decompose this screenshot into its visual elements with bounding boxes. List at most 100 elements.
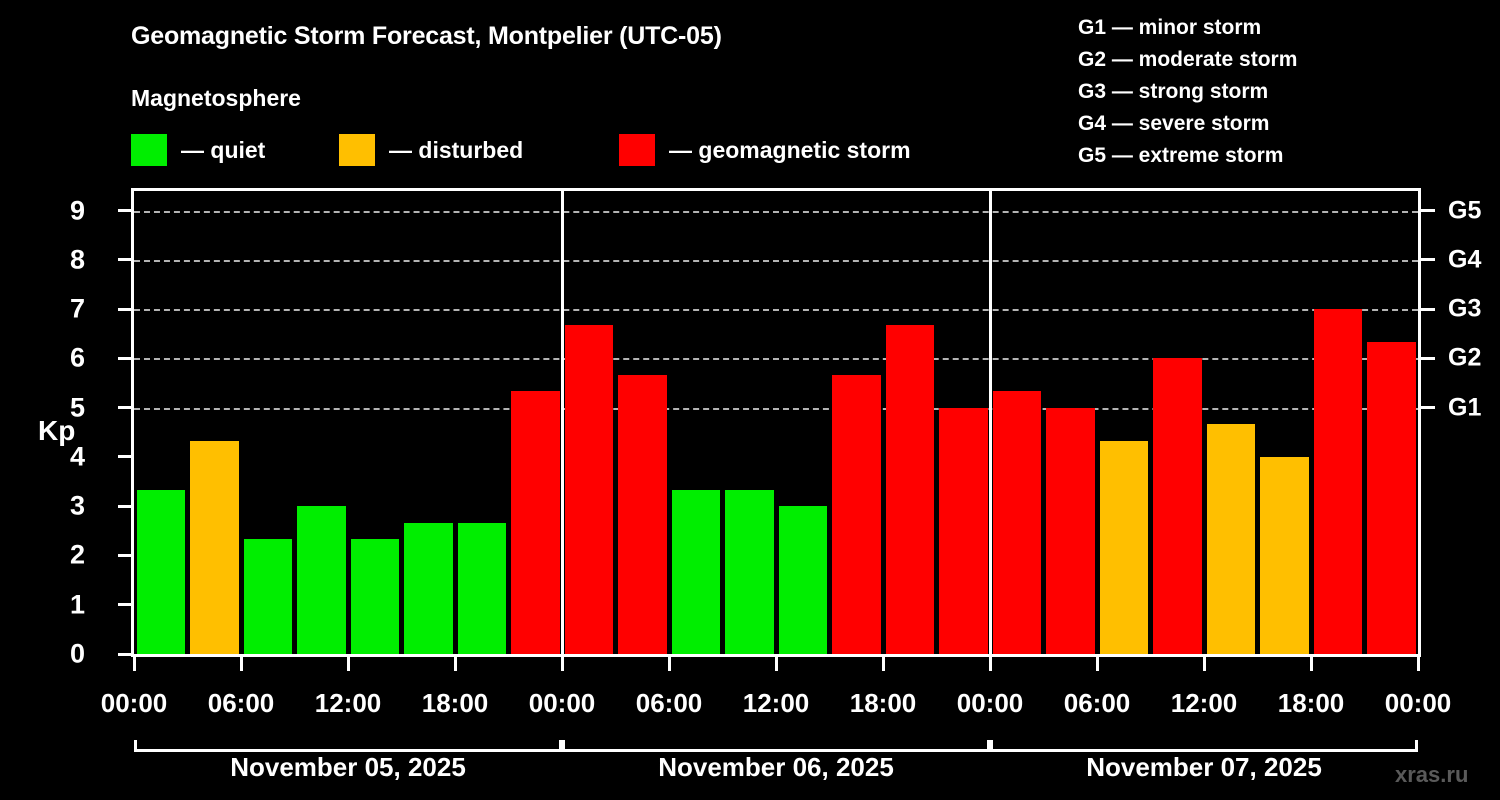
g-tick-mark-G1 [1421,406,1435,410]
g-legend-row-5: G5 — extreme storm [1078,144,1284,167]
y-axis-title: Kp [38,415,76,446]
bar [564,325,613,654]
bar [939,407,988,654]
x-tick-mark-6 [774,657,778,671]
x-tick-mark-12 [1416,657,1420,671]
g-scale-legend: G1 — minor storm G2 — moderate storm G3 — … [1078,12,1297,172]
bar [618,374,667,654]
page-title: Geomagnetic Storm Forecast, Montpelier (… [131,22,722,50]
y-tick-mark-7 [118,307,132,311]
plot-area [131,188,1421,657]
y-tick-mark-1 [118,603,132,607]
x-tick-label-6: 12:00 [742,688,810,718]
day-label-3: November 07, 2025 [1086,752,1322,782]
y-tick-label-3: 3 [69,490,85,521]
g-legend-row-3: G3 — strong storm [1078,80,1269,103]
x-tick-label-8: 00:00 [956,688,1024,718]
bar [243,539,292,654]
y-tick-label-7: 7 [69,293,85,324]
x-tick-mark-2 [346,657,350,671]
bar [511,391,560,654]
quiet-swatch [131,134,167,166]
bar [1206,423,1255,654]
x-tick-label-10: 12:00 [1170,688,1238,718]
g-legend-row-1: G1 — minor storm [1078,16,1262,39]
day-label-2: November 06, 2025 [658,752,894,782]
x-tick-mark-3 [453,657,457,671]
x-tick-mark-9 [1095,657,1099,671]
x-tick-label-9: 06:00 [1063,688,1131,718]
x-tick-label-3: 18:00 [421,688,489,718]
y-tick-label-0: 0 [69,638,85,669]
bar [136,489,185,654]
day-bracket-1 [134,740,562,752]
day-bracket-2 [562,740,990,752]
bar [457,522,506,654]
g-tick-label-G1: G1 [1448,393,1482,422]
day-bracket-3 [990,740,1418,752]
y-tick-label-2: 2 [69,539,85,570]
y-tick-mark-9 [118,209,132,213]
x-tick-mark-0 [132,657,136,671]
y-tick-mark-8 [118,258,132,262]
watermark: xras.ru [1395,762,1469,787]
y-tick-mark-3 [118,504,132,508]
y-tick-label-1: 1 [69,589,85,620]
legend-item-quiet: — quiet [131,133,265,167]
bar [992,391,1041,654]
x-tick-mark-11 [1309,657,1313,671]
y-tick-mark-5 [118,406,132,410]
x-tick-label-0: 00:00 [100,688,168,718]
legend-label: — quiet [181,136,266,163]
magnetosphere-section-label: Magnetosphere [131,85,301,111]
bar [832,374,881,654]
y-tick-label-6: 6 [69,342,85,373]
bar [885,325,934,654]
g-legend-row-2: G2 — moderate storm [1078,48,1298,71]
bar [1260,456,1309,654]
gridline-kp-5 [134,407,1418,410]
x-tick-label-7: 18:00 [849,688,917,718]
bar [725,489,774,654]
gridline-kp-6 [134,358,1418,361]
storm-swatch [619,134,655,166]
y-tick-label-8: 8 [69,244,85,275]
g-tick-mark-G4 [1421,258,1435,262]
x-tick-label-12: 00:00 [1384,688,1452,718]
y-tick-label-4: 4 [69,441,85,472]
legend-label: — disturbed [389,136,524,163]
bar [1313,309,1362,654]
g-tick-label-G3: G3 [1448,294,1482,323]
x-tick-label-11: 18:00 [1277,688,1345,718]
y-tick-mark-0 [118,652,132,656]
day-separator-1 [560,191,564,654]
y-tick-mark-6 [118,356,132,360]
y-tick-label-5: 5 [69,392,85,423]
disturbed-swatch [339,134,375,166]
x-tick-label-5: 06:00 [635,688,703,718]
bar [778,506,827,654]
g-legend-row-4: G4 — severe storm [1078,112,1270,135]
legend-item-disturbed: — disturbed [339,133,523,167]
x-tick-label-4: 00:00 [528,688,596,718]
g-tick-label-G2: G2 [1448,343,1482,372]
day-separator-2 [988,191,992,654]
bar [190,440,239,654]
y-tick-mark-2 [118,553,132,557]
gridline-kp-8 [134,259,1418,262]
g-tick-label-G4: G4 [1448,245,1482,274]
x-tick-mark-1 [239,657,243,671]
g-tick-mark-G3 [1421,307,1435,311]
bar [1046,407,1095,654]
g-tick-mark-G5 [1421,209,1435,213]
legend-label: — geomagnetic storm [669,136,911,163]
bar [671,489,720,654]
x-tick-mark-7 [881,657,885,671]
bar [404,522,453,654]
x-tick-mark-10 [1202,657,1206,671]
y-tick-mark-4 [118,455,132,459]
g-tick-label-G5: G5 [1448,196,1482,225]
bar [350,539,399,654]
x-tick-mark-4 [560,657,564,671]
